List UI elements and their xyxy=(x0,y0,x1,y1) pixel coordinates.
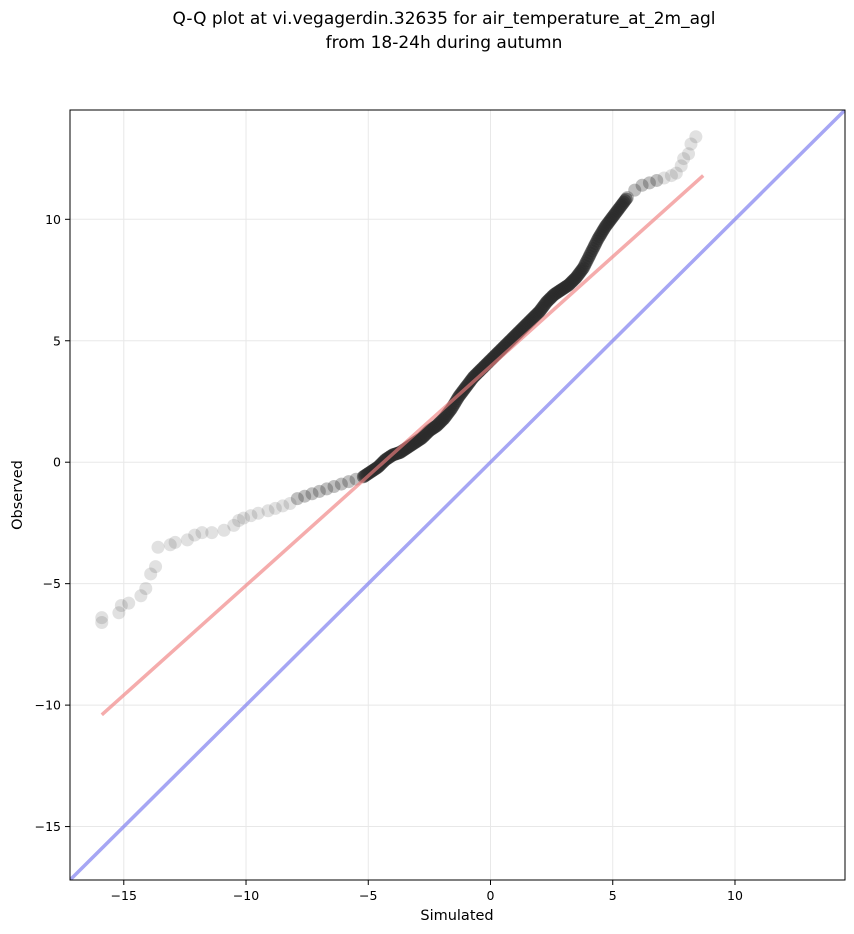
y-tick-label: −15 xyxy=(35,819,61,834)
y-tick-label: 0 xyxy=(53,455,61,470)
quantile-point xyxy=(642,176,656,190)
quantile-point xyxy=(237,511,251,525)
quantile-point xyxy=(682,147,696,161)
quantile-point xyxy=(684,137,698,151)
y-tick-label: 10 xyxy=(45,212,61,227)
quantile-point xyxy=(664,169,678,183)
chart-subtitle: from 18-24h during autumn xyxy=(326,33,563,53)
plot-area xyxy=(70,110,845,880)
quantile-point xyxy=(195,526,209,540)
quantile-point xyxy=(261,504,275,518)
quantile-point xyxy=(619,192,633,206)
quantile-point xyxy=(144,567,158,581)
plot-frame xyxy=(69,109,846,881)
quantile-point xyxy=(163,538,177,552)
x-tick-label: −10 xyxy=(233,888,259,903)
quantile-point xyxy=(227,518,241,532)
x-tick-label: −15 xyxy=(111,888,137,903)
quantile-point xyxy=(342,475,356,489)
x-tick-label: 10 xyxy=(727,888,743,903)
quantile-point xyxy=(657,171,671,185)
quantile-point xyxy=(298,489,312,503)
quantile-point xyxy=(217,523,231,537)
quantile-point xyxy=(244,509,258,523)
quantile-point xyxy=(114,599,128,613)
y-axis-label: Observed xyxy=(10,460,26,530)
quantile-point xyxy=(205,526,219,540)
quantile-point xyxy=(677,152,691,166)
quantile-point xyxy=(95,611,109,625)
quantile-point xyxy=(139,582,153,596)
quantile-point xyxy=(268,501,282,515)
quantile-point xyxy=(122,596,136,610)
quantile-point xyxy=(112,606,126,620)
quantile-point xyxy=(674,159,688,173)
quantile-point xyxy=(320,482,334,496)
quantile-point xyxy=(669,166,683,180)
quantile-point xyxy=(334,477,348,491)
quantile-point xyxy=(232,514,246,528)
quantile-point xyxy=(168,535,182,549)
quantile-point xyxy=(95,616,109,630)
quantile-point xyxy=(305,487,319,501)
x-tick-label: 0 xyxy=(487,888,495,903)
quantile-point xyxy=(689,130,703,144)
quantile-point xyxy=(134,589,148,603)
quantile-points xyxy=(95,130,703,630)
identity-line xyxy=(70,110,845,880)
quantile-point xyxy=(620,190,634,204)
quantile-point xyxy=(283,497,297,511)
quantile-point xyxy=(188,528,202,542)
x-tick-label: 5 xyxy=(609,888,617,903)
quantile-point xyxy=(149,560,163,574)
quantile-point xyxy=(327,479,341,493)
x-axis: −15 −10 −5 0 5 10 xyxy=(111,880,743,903)
quantile-point xyxy=(151,540,165,554)
fit-line xyxy=(100,174,705,717)
quantile-point xyxy=(312,484,326,498)
quantile-point xyxy=(290,492,304,506)
quantile-point xyxy=(180,533,194,547)
x-axis-label: Simulated xyxy=(420,908,493,924)
quantile-point xyxy=(628,183,642,197)
quantile-point xyxy=(650,173,664,187)
quantile-point xyxy=(635,178,649,192)
y-tick-label: 5 xyxy=(53,333,61,348)
x-tick-label: −5 xyxy=(359,888,377,903)
quantile-point xyxy=(276,499,290,513)
y-axis: −15 −10 −5 0 5 10 xyxy=(35,212,70,834)
grid xyxy=(70,110,845,880)
y-tick-label: −10 xyxy=(35,698,61,713)
y-tick-label: −5 xyxy=(43,576,61,591)
chart-title: Q-Q plot at vi.vegagerdin.32635 for air_… xyxy=(172,9,715,29)
quantile-point xyxy=(251,506,265,520)
